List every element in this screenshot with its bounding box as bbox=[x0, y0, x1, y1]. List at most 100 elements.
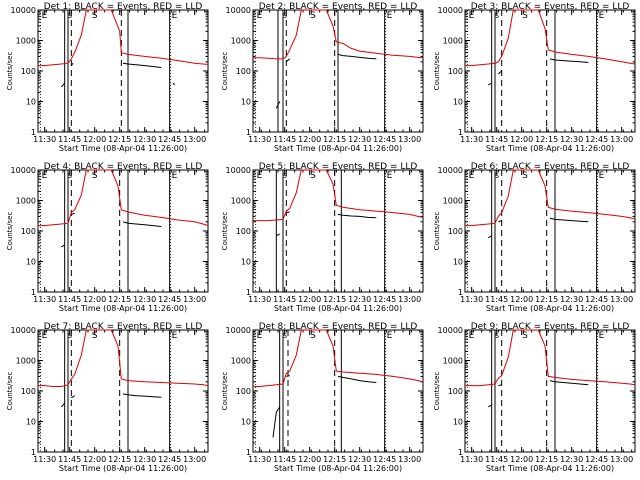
x-tick-label: 12:30 bbox=[133, 135, 156, 144]
x-tick-label: 13:00 bbox=[183, 295, 206, 304]
y-tick-label: 100 bbox=[448, 227, 463, 236]
y-axis-label: Counts/sec bbox=[221, 372, 229, 411]
x-tick-label: 12:30 bbox=[560, 455, 583, 464]
lld-series-line bbox=[38, 169, 209, 227]
lld-series-line bbox=[38, 329, 209, 387]
panel-det-4: Det 4: BLACK = Events, RED = LLD 1 10 100 10… bbox=[6, 162, 209, 313]
x-tick-label: 13:00 bbox=[183, 135, 206, 144]
x-tick-label: 12:45 bbox=[585, 135, 608, 144]
lld-series-line bbox=[253, 169, 424, 222]
y-tick-label: 10000 bbox=[438, 166, 463, 175]
y-tick-label: 1000 bbox=[231, 197, 251, 206]
events-series-line bbox=[488, 381, 600, 407]
plot-frame bbox=[464, 9, 636, 133]
y-tick-label: 10000 bbox=[438, 6, 463, 15]
x-tick-label: 13:00 bbox=[610, 455, 633, 464]
events-series-line bbox=[275, 53, 377, 109]
y-tick-label: 100 bbox=[236, 387, 251, 396]
x-tick-label: 11:45 bbox=[273, 455, 296, 464]
lld-series-line bbox=[253, 9, 424, 60]
y-tick-label: 1 bbox=[31, 128, 36, 137]
x-axis-label: Start Time (08-Apr-04 11:26:00) bbox=[486, 304, 614, 313]
start-marker: S bbox=[522, 171, 528, 181]
end-marker: E bbox=[469, 331, 475, 341]
y-tick-label: 1000 bbox=[231, 357, 251, 366]
small-start-marker: S bbox=[494, 12, 499, 20]
x-tick-label: 13:00 bbox=[398, 135, 421, 144]
y-axis-label: Counts/sec bbox=[221, 212, 229, 251]
events-series-line bbox=[276, 211, 377, 237]
y-tick-label: 10 bbox=[453, 418, 463, 427]
events-series-line bbox=[488, 59, 600, 85]
x-tick-label: 12:45 bbox=[373, 295, 396, 304]
x-tick-label: 11:45 bbox=[58, 295, 81, 304]
end-marker: E bbox=[42, 171, 48, 181]
x-tick-label: 13:00 bbox=[398, 455, 421, 464]
panel-title: Det 1: BLACK = Events, RED = LLD bbox=[44, 2, 203, 12]
events-series-line bbox=[273, 376, 388, 438]
end-marker: E bbox=[469, 171, 475, 181]
x-tick-label: 11:45 bbox=[485, 295, 508, 304]
x-tick-label: 12:30 bbox=[560, 135, 583, 144]
end-marker: E bbox=[599, 331, 605, 341]
x-axis-label: Start Time (08-Apr-04 11:26:00) bbox=[274, 304, 402, 313]
x-tick-label: 11:30 bbox=[33, 295, 56, 304]
plot-frame bbox=[37, 169, 209, 293]
small-start-marker: S bbox=[282, 12, 287, 20]
x-tick-label: 11:30 bbox=[33, 455, 56, 464]
x-axis-label: Start Time (08-Apr-04 11:26:00) bbox=[59, 464, 187, 473]
x-tick-label: 12:15 bbox=[108, 135, 131, 144]
x-axis-label: Start Time (08-Apr-04 11:26:00) bbox=[486, 144, 614, 153]
x-tick-label: 12:15 bbox=[108, 455, 131, 464]
y-tick-label: 10 bbox=[453, 258, 463, 267]
x-tick-label: 12:00 bbox=[83, 135, 106, 144]
y-tick-label: 100 bbox=[236, 227, 251, 236]
x-tick-label: 12:00 bbox=[298, 295, 321, 304]
x-tick-label: 13:00 bbox=[183, 455, 206, 464]
x-axis-label: Start Time (08-Apr-04 11:26:00) bbox=[486, 464, 614, 473]
end-marker: E bbox=[469, 11, 475, 21]
y-tick-label: 1000 bbox=[443, 197, 463, 206]
x-axis-label: Start Time (08-Apr-04 11:26:00) bbox=[59, 144, 187, 153]
x-tick-label: 12:15 bbox=[535, 455, 558, 464]
start-marker: S bbox=[92, 171, 98, 181]
y-tick-label: 10 bbox=[241, 418, 251, 427]
end-marker: E bbox=[257, 171, 263, 181]
x-tick-label: 11:30 bbox=[33, 135, 56, 144]
start-marker: S bbox=[310, 331, 316, 341]
x-tick-label: 11:45 bbox=[485, 455, 508, 464]
x-tick-label: 12:15 bbox=[323, 135, 346, 144]
y-tick-label: 1 bbox=[458, 448, 463, 457]
panel-det-5: Det 5: BLACK = Events, RED = LLD 1 10 100 10… bbox=[221, 162, 424, 313]
panel-det-2: Det 2: BLACK = Events, RED = LLD 1 10 100 10… bbox=[221, 2, 424, 153]
y-tick-label: 10 bbox=[453, 98, 463, 107]
y-tick-label: 1 bbox=[246, 448, 251, 457]
panel-det-6: Det 6: BLACK = Events, RED = LLD 1 10 100 10… bbox=[433, 162, 636, 313]
end-marker: E bbox=[42, 11, 48, 21]
x-tick-label: 13:00 bbox=[610, 135, 633, 144]
panel-det-1: Det 1: BLACK = Events, RED = LLD 1 10 100 10… bbox=[6, 2, 209, 153]
x-tick-label: 12:00 bbox=[510, 455, 533, 464]
start-marker: S bbox=[310, 171, 316, 181]
y-tick-label: 10 bbox=[241, 258, 251, 267]
plot-frame bbox=[37, 329, 209, 453]
y-tick-label: 1 bbox=[31, 288, 36, 297]
y-tick-label: 100 bbox=[448, 67, 463, 76]
small-start-marker: S bbox=[494, 332, 499, 340]
small-start-marker: S bbox=[67, 12, 72, 20]
y-tick-label: 1 bbox=[246, 128, 251, 137]
panel-title: Det 2: BLACK = Events, RED = LLD bbox=[259, 2, 418, 12]
y-tick-label: 100 bbox=[236, 67, 251, 76]
y-tick-label: 100 bbox=[21, 227, 36, 236]
x-tick-label: 12:15 bbox=[323, 455, 346, 464]
x-tick-label: 12:15 bbox=[108, 295, 131, 304]
y-axis-label: Counts/sec bbox=[6, 372, 14, 411]
y-tick-label: 1000 bbox=[16, 357, 36, 366]
y-tick-label: 1000 bbox=[443, 357, 463, 366]
x-tick-label: 12:45 bbox=[373, 455, 396, 464]
x-tick-label: 11:30 bbox=[248, 295, 271, 304]
x-tick-label: 12:45 bbox=[585, 295, 608, 304]
panel-det-3: Det 3: BLACK = Events, RED = LLD 1 10 100 10… bbox=[433, 2, 636, 153]
x-tick-label: 12:45 bbox=[585, 455, 608, 464]
events-series-line bbox=[61, 394, 173, 407]
